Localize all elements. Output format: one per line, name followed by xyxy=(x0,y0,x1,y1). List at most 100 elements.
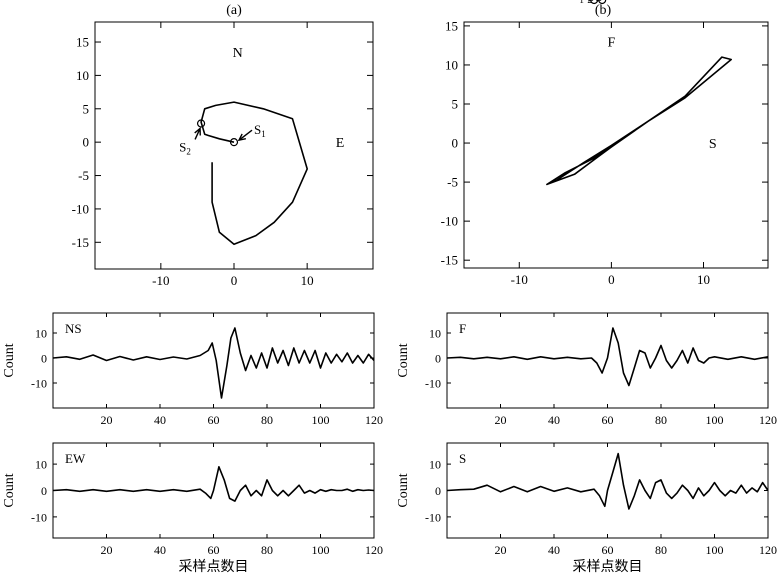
marker-s2: S2 xyxy=(580,0,607,5)
y-tick-label: -10 xyxy=(31,510,47,524)
x-axis-label: 采样点数目 xyxy=(573,559,643,575)
y-tick-label: -5 xyxy=(78,168,89,183)
x-tick-label: 80 xyxy=(655,543,667,557)
x-tick-label: 40 xyxy=(154,413,166,427)
marker-label: S2 xyxy=(179,139,191,156)
series-line xyxy=(52,327,375,399)
series-label: EW xyxy=(65,451,86,466)
x-tick-label: 0 xyxy=(608,272,615,287)
x-tick-label: 100 xyxy=(312,543,330,557)
marker-arrow-head xyxy=(237,133,246,142)
x-tick-label: -10 xyxy=(152,273,169,288)
direction-label: E xyxy=(336,136,345,151)
y-tick-label: 0 xyxy=(41,352,47,366)
y-tick-label: -10 xyxy=(31,377,47,391)
y-tick-label: 10 xyxy=(35,327,47,341)
series-line xyxy=(546,56,733,186)
y-tick-label: 0 xyxy=(435,484,441,498)
x-tick-label: 120 xyxy=(759,543,777,557)
series-line xyxy=(446,327,769,387)
x-tick-label: 0 xyxy=(231,273,238,288)
x-tick-label: 10 xyxy=(301,273,314,288)
marker-letter: S xyxy=(580,0,587,3)
panel-label-b: (b) xyxy=(595,3,612,18)
direction-label: F xyxy=(607,36,615,51)
x-tick-label: 80 xyxy=(261,413,273,427)
y-axis-label: Count xyxy=(2,473,17,507)
plot-frame xyxy=(446,312,769,409)
x-tick-label: 60 xyxy=(602,543,614,557)
x-axis-label: 采样点数目 xyxy=(179,559,249,575)
series-label: F xyxy=(459,321,466,336)
marker-label: S1 xyxy=(254,122,266,139)
series-label: NS xyxy=(65,321,82,336)
plot-frame xyxy=(52,312,375,409)
y-tick-label: 0 xyxy=(83,135,90,150)
hodogram-b: -10 0 10 15 10 5 0 -5 -10 -15 F S xyxy=(441,18,769,287)
y-tick-label: -5 xyxy=(447,175,458,190)
x-tick-label: 20 xyxy=(495,413,507,427)
x-tick-label: 100 xyxy=(706,543,724,557)
x-tick-label: 80 xyxy=(261,543,273,557)
series-line xyxy=(200,101,309,246)
x-tick-label: 80 xyxy=(655,413,667,427)
y-tick-label: 10 xyxy=(76,68,89,83)
series-line xyxy=(446,452,769,510)
y-tick-label: 5 xyxy=(452,97,459,112)
y-tick-label: -10 xyxy=(425,377,441,391)
x-tick-label: -10 xyxy=(511,272,528,287)
direction-label: S xyxy=(709,137,717,152)
marker-label: S1 xyxy=(572,0,584,5)
y-tick-label: 0 xyxy=(452,136,459,151)
marker-subscript: 1 xyxy=(579,0,584,5)
y-axis-label: Count xyxy=(2,343,17,377)
y-tick-label: -10 xyxy=(425,510,441,524)
marker-subscript: 1 xyxy=(261,129,266,139)
marker-circle xyxy=(229,138,239,147)
marker-arrow-head xyxy=(194,127,201,136)
x-tick-label: 40 xyxy=(548,413,560,427)
marker-subscript: 2 xyxy=(186,146,191,156)
y-tick-label: -15 xyxy=(441,253,458,268)
marker-label: S2 xyxy=(580,0,592,5)
y-tick-label: 10 xyxy=(429,458,441,472)
x-tick-label: 100 xyxy=(312,413,330,427)
marker-letter: S xyxy=(254,122,261,137)
marker-letter: S xyxy=(179,139,186,154)
y-tick-label: -15 xyxy=(72,235,89,250)
x-tick-label: 40 xyxy=(548,543,560,557)
marker-circle xyxy=(590,0,599,5)
series-line xyxy=(52,465,375,502)
x-tick-label: 60 xyxy=(208,413,220,427)
y-tick-label: 0 xyxy=(435,352,441,366)
y-axis-label: Count xyxy=(396,473,411,507)
marker-arrow xyxy=(194,128,201,140)
plot-frame xyxy=(463,21,769,269)
marker-s1: S1 xyxy=(572,0,599,5)
y-tick-label: 0 xyxy=(41,484,47,498)
x-tick-label: 40 xyxy=(154,543,166,557)
marker-circle xyxy=(196,119,206,128)
x-tick-label: 60 xyxy=(602,413,614,427)
marker-circle xyxy=(598,0,607,5)
marker-letter: S xyxy=(572,0,579,3)
x-tick-label: 20 xyxy=(495,543,507,557)
x-tick-label: 120 xyxy=(365,543,383,557)
y-tick-label: 15 xyxy=(445,18,458,33)
marker-s1: S1 xyxy=(229,122,266,147)
y-tick-label: 10 xyxy=(429,327,441,341)
y-tick-label: 10 xyxy=(35,458,47,472)
y-axis-label: Count xyxy=(396,343,411,377)
y-tick-label: 10 xyxy=(445,57,458,72)
marker-arrow xyxy=(238,129,253,141)
x-tick-label: 10 xyxy=(697,272,710,287)
x-tick-label: 20 xyxy=(101,543,113,557)
marker-subscript: 2 xyxy=(587,0,592,5)
x-tick-label: 60 xyxy=(208,543,220,557)
